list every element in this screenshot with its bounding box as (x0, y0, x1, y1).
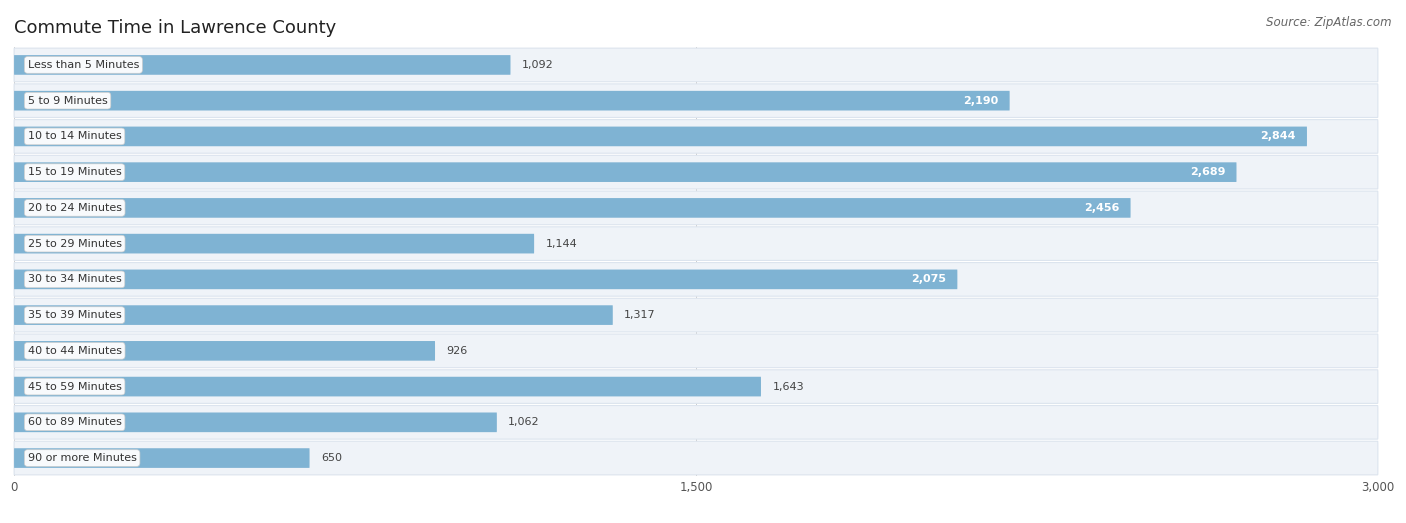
Text: 2,844: 2,844 (1260, 131, 1295, 141)
FancyBboxPatch shape (14, 448, 309, 468)
Text: 2,456: 2,456 (1084, 203, 1119, 213)
FancyBboxPatch shape (14, 269, 957, 289)
FancyBboxPatch shape (14, 48, 1378, 82)
Text: 2,075: 2,075 (911, 275, 946, 285)
FancyBboxPatch shape (14, 162, 1236, 182)
Text: 1,092: 1,092 (522, 60, 554, 70)
FancyBboxPatch shape (14, 263, 1378, 296)
Text: 1,317: 1,317 (624, 310, 655, 320)
FancyBboxPatch shape (14, 377, 761, 396)
FancyBboxPatch shape (14, 413, 496, 432)
Text: 1,062: 1,062 (508, 417, 540, 427)
FancyBboxPatch shape (14, 84, 1378, 118)
Text: 35 to 39 Minutes: 35 to 39 Minutes (28, 310, 121, 320)
FancyBboxPatch shape (14, 234, 534, 254)
Text: 926: 926 (446, 346, 468, 356)
FancyBboxPatch shape (14, 55, 510, 75)
FancyBboxPatch shape (14, 341, 434, 361)
FancyBboxPatch shape (14, 227, 1378, 260)
FancyBboxPatch shape (14, 198, 1130, 218)
FancyBboxPatch shape (14, 155, 1378, 189)
Text: 650: 650 (321, 453, 342, 463)
Text: 1,144: 1,144 (546, 238, 578, 248)
FancyBboxPatch shape (14, 334, 1378, 368)
FancyBboxPatch shape (14, 191, 1378, 225)
Text: 15 to 19 Minutes: 15 to 19 Minutes (28, 167, 121, 177)
FancyBboxPatch shape (14, 127, 1308, 146)
FancyBboxPatch shape (14, 305, 613, 325)
Text: 10 to 14 Minutes: 10 to 14 Minutes (28, 131, 121, 141)
FancyBboxPatch shape (14, 298, 1378, 332)
Text: 45 to 59 Minutes: 45 to 59 Minutes (28, 382, 121, 392)
FancyBboxPatch shape (14, 441, 1378, 475)
Text: 40 to 44 Minutes: 40 to 44 Minutes (28, 346, 122, 356)
Text: 1,643: 1,643 (772, 382, 804, 392)
Text: 5 to 9 Minutes: 5 to 9 Minutes (28, 96, 107, 106)
Text: Commute Time in Lawrence County: Commute Time in Lawrence County (14, 19, 336, 37)
FancyBboxPatch shape (14, 120, 1378, 153)
Text: 2,190: 2,190 (963, 96, 998, 106)
Text: Less than 5 Minutes: Less than 5 Minutes (28, 60, 139, 70)
FancyBboxPatch shape (14, 370, 1378, 403)
Text: Source: ZipAtlas.com: Source: ZipAtlas.com (1267, 16, 1392, 29)
Text: 90 or more Minutes: 90 or more Minutes (28, 453, 136, 463)
Text: 20 to 24 Minutes: 20 to 24 Minutes (28, 203, 122, 213)
Text: 25 to 29 Minutes: 25 to 29 Minutes (28, 238, 122, 248)
Text: 60 to 89 Minutes: 60 to 89 Minutes (28, 417, 121, 427)
Text: 2,689: 2,689 (1189, 167, 1225, 177)
Text: 30 to 34 Minutes: 30 to 34 Minutes (28, 275, 121, 285)
FancyBboxPatch shape (14, 91, 1010, 110)
FancyBboxPatch shape (14, 405, 1378, 439)
